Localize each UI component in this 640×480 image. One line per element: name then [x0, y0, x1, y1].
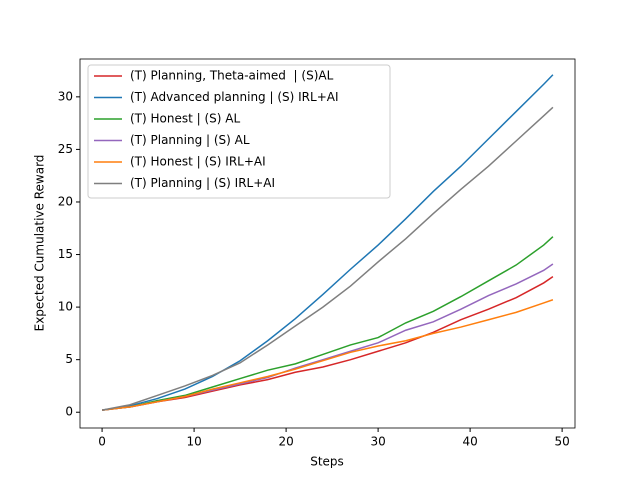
legend-label: (T) Advanced planning | (S) IRL+AI: [130, 90, 339, 104]
y-tick-label: 5: [65, 352, 73, 366]
legend-label: (T) Planning | (S) IRL+AI: [130, 176, 275, 190]
y-tick-label: 30: [58, 89, 73, 103]
legend-label: (T) Honest | (S) AL: [130, 112, 240, 126]
x-tick-label: 40: [462, 435, 477, 449]
x-axis-label: Steps: [310, 455, 344, 469]
x-tick-label: 0: [98, 435, 106, 449]
series-line: [101, 236, 554, 411]
x-tick-label: 10: [186, 435, 201, 449]
legend-box: [87, 64, 391, 199]
series-line: [101, 275, 554, 411]
y-tick-label: 15: [58, 247, 73, 261]
x-tick-label: 20: [278, 435, 293, 449]
series-line: [101, 74, 554, 411]
axes-frame: [79, 58, 576, 429]
x-tick-label: 30: [370, 435, 385, 449]
x-tick-label: 50: [554, 435, 569, 449]
y-tick-label: 20: [58, 194, 73, 208]
legend-label: (T) Honest | (S) IRL+AI: [130, 155, 266, 169]
series-line: [101, 299, 554, 411]
y-tick-label: 10: [58, 300, 73, 314]
y-axis-label: Expected Cumulative Reward: [33, 155, 47, 332]
y-tick-label: 25: [58, 142, 73, 156]
y-tick-label: 0: [65, 405, 73, 419]
legend-label: (T) Planning | (S) AL: [130, 133, 250, 147]
legend-label: (T) Planning, Theta-aimed | (S)AL: [130, 69, 334, 83]
series-line: [101, 106, 554, 411]
